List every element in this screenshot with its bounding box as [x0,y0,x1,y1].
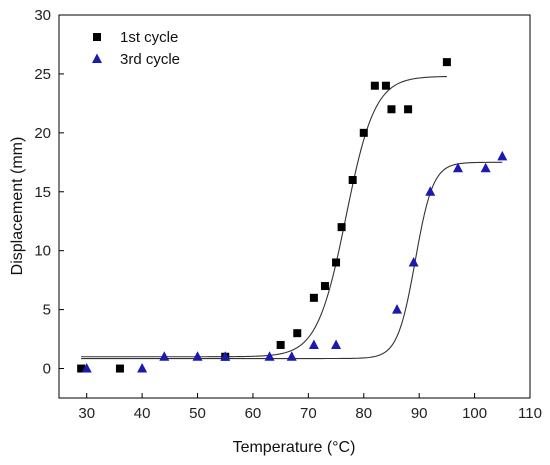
x-tick-label: 100 [462,405,487,422]
data-point [192,351,203,361]
data-point [392,304,403,314]
data-point [137,363,148,373]
y-tick-label: 20 [34,125,51,142]
data-points [77,58,508,373]
data-point [497,150,508,161]
x-tick-label: 30 [78,405,95,422]
data-point [337,223,346,232]
data-point [159,351,170,361]
x-axis-title: Temperature (°C) [233,439,356,456]
data-point [387,105,396,114]
data-point [77,364,86,373]
data-point [264,351,275,361]
data-point [404,105,413,114]
data-point [348,175,357,184]
legend-label: 3rd cycle [120,51,180,68]
data-point [332,258,341,267]
data-point [381,81,390,90]
x-tick-label: 90 [411,405,428,422]
x-tick-label: 60 [245,405,262,422]
y-tick-label: 25 [34,66,51,83]
data-point [408,256,419,267]
y-tick-label: 10 [34,243,51,260]
y-tick-label: 30 [34,7,51,24]
x-tick-label: 70 [300,405,317,422]
legend: 1st cycle 3rd cycle [92,29,180,68]
data-point [293,329,302,338]
x-tick-label: 50 [189,405,206,422]
data-point [331,339,342,349]
y-tick-label: 0 [43,361,51,378]
data-point [442,58,451,67]
data-point [320,282,329,291]
fit-curve [81,75,447,358]
y-tick-label: 15 [34,184,51,201]
data-point [276,340,285,349]
legend-marker [92,53,102,63]
y-tick-label: 5 [43,302,51,319]
plot-frame [58,14,531,399]
x-tick-label: 110 [518,405,542,422]
data-point [115,364,124,373]
x-axis-ticks: 30 40 50 60 70 80 90 100 110 [78,393,542,422]
data-point [480,162,491,173]
data-point [286,351,297,361]
x-tick-label: 80 [355,405,372,422]
data-point [308,339,319,349]
data-point [425,186,436,196]
data-point [309,293,318,302]
y-axis-ticks: 0 5 10 15 20 25 30 [34,7,64,378]
fit-curves [81,75,503,360]
data-point [370,81,379,90]
legend-marker [93,33,101,41]
y-axis-title: Displacement (mm) [9,137,26,276]
x-tick-label: 40 [134,405,151,422]
fit-curve [81,161,503,360]
legend-label: 1st cycle [120,29,178,46]
data-point [359,128,368,137]
data-point [81,363,92,373]
data-point [452,162,463,173]
data-point [220,351,231,361]
